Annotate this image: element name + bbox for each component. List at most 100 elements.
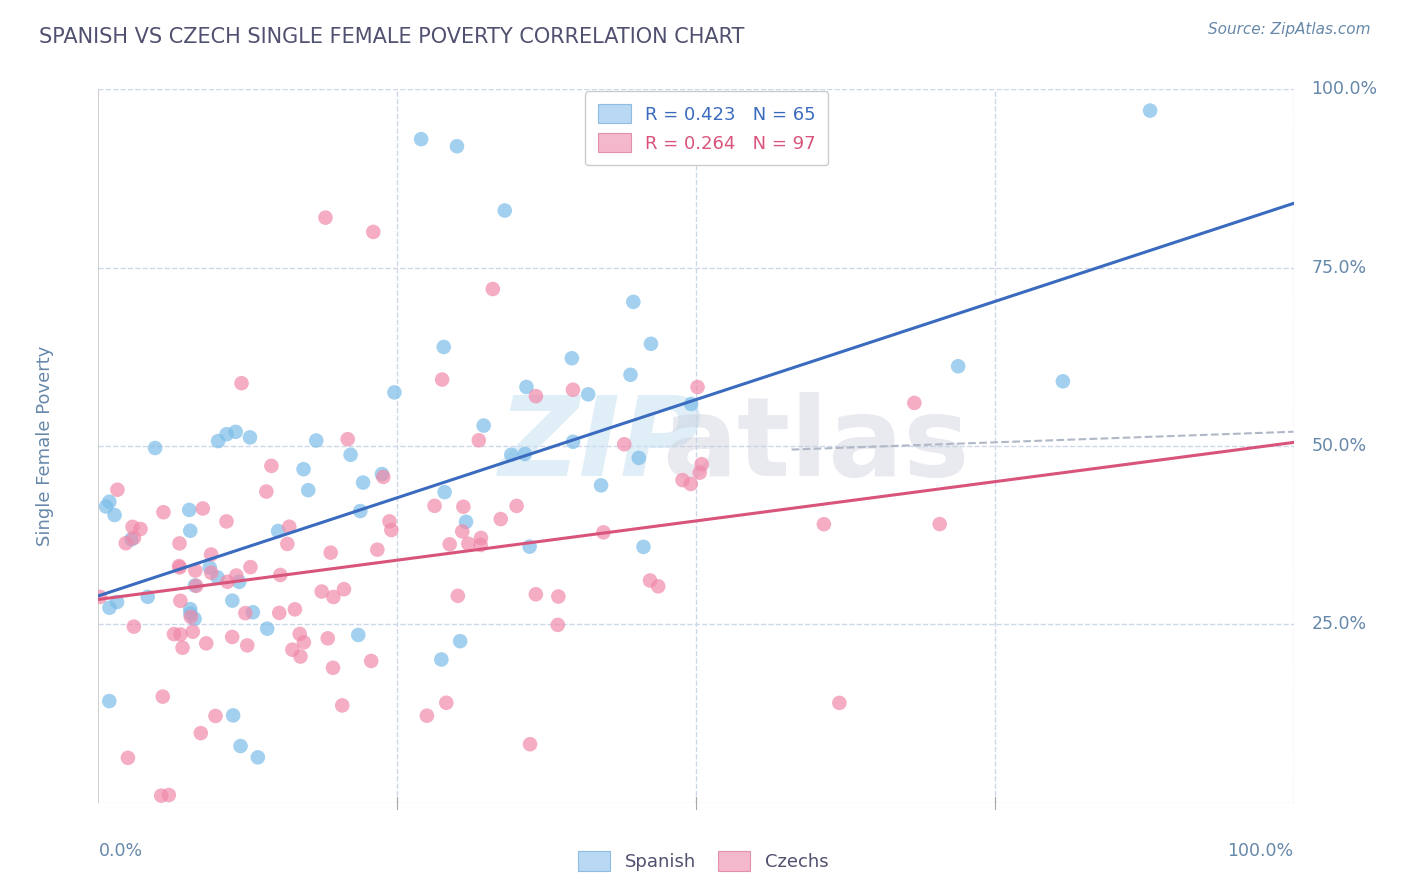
Point	[179, 524, 201, 538]
Point	[589, 478, 612, 492]
Point	[179, 602, 201, 616]
Point	[411, 132, 433, 146]
Point	[169, 627, 191, 641]
Point	[547, 590, 569, 604]
Point	[184, 578, 207, 592]
Point	[297, 483, 319, 498]
Text: SPANISH VS CZECH SINGLE FEMALE POVERTY CORRELATION CHART: SPANISH VS CZECH SINGLE FEMALE POVERTY C…	[39, 27, 745, 46]
Point	[621, 294, 644, 309]
Point	[269, 606, 291, 620]
Point	[150, 789, 173, 803]
Point	[903, 396, 925, 410]
Point	[190, 726, 212, 740]
Point	[207, 570, 229, 584]
Point	[292, 635, 315, 649]
Point	[122, 619, 145, 633]
Point	[451, 524, 474, 539]
Point	[446, 139, 468, 153]
Point	[167, 559, 190, 574]
Point	[316, 632, 339, 646]
Point	[494, 203, 516, 218]
Point	[339, 448, 361, 462]
Point	[94, 500, 117, 514]
Point	[200, 548, 222, 562]
Text: Single Female Poverty: Single Female Poverty	[35, 346, 53, 546]
Point	[384, 385, 406, 400]
Point	[191, 501, 214, 516]
Point	[172, 640, 194, 655]
Point	[89, 590, 111, 604]
Point	[433, 485, 456, 500]
Point	[416, 708, 439, 723]
Text: Source: ZipAtlas.com: Source: ZipAtlas.com	[1208, 22, 1371, 37]
Point	[519, 540, 541, 554]
Point	[946, 359, 969, 374]
Point	[157, 788, 180, 802]
Point	[246, 750, 269, 764]
Point	[352, 475, 374, 490]
Point	[184, 564, 207, 578]
Point	[322, 661, 344, 675]
Point	[98, 694, 121, 708]
Point	[561, 351, 583, 366]
Point	[627, 450, 650, 465]
Point	[305, 434, 328, 448]
Point	[513, 447, 536, 461]
Point	[449, 634, 471, 648]
Point	[360, 654, 382, 668]
Point	[292, 462, 315, 476]
Text: 50.0%: 50.0%	[1312, 437, 1367, 455]
Text: 100.0%: 100.0%	[1312, 80, 1378, 98]
Point	[236, 639, 259, 653]
Point	[233, 606, 256, 620]
Point	[505, 499, 527, 513]
Point	[169, 594, 191, 608]
Point	[671, 473, 693, 487]
Point	[547, 618, 569, 632]
Point	[288, 627, 311, 641]
Point	[198, 560, 221, 574]
Point	[98, 600, 121, 615]
Point	[239, 560, 262, 574]
Point	[423, 499, 446, 513]
Point	[470, 538, 492, 552]
Point	[681, 397, 703, 411]
Point	[163, 627, 186, 641]
Point	[267, 524, 290, 538]
Point	[221, 593, 243, 607]
Point	[120, 533, 142, 547]
Point	[690, 457, 713, 471]
Point	[179, 503, 201, 517]
Point	[225, 568, 247, 582]
Point	[129, 522, 152, 536]
Point	[689, 466, 711, 480]
Point	[633, 540, 655, 554]
Point	[228, 574, 250, 589]
Point	[592, 525, 614, 540]
Point	[180, 610, 202, 624]
Point	[686, 380, 709, 394]
Point	[315, 211, 337, 225]
Point	[363, 225, 385, 239]
Text: atlas: atlas	[662, 392, 969, 500]
Point	[152, 690, 174, 704]
Point	[647, 579, 669, 593]
Point	[221, 630, 243, 644]
Point	[207, 434, 229, 448]
Point	[284, 602, 307, 616]
Legend: R = 0.423   N = 65, R = 0.264   N = 97: R = 0.423 N = 65, R = 0.264 N = 97	[585, 91, 828, 165]
Point	[152, 505, 174, 519]
Point	[524, 389, 547, 403]
Point	[576, 387, 599, 401]
Point	[378, 514, 401, 528]
Point	[256, 622, 278, 636]
Point	[330, 698, 353, 713]
Point	[215, 427, 238, 442]
Point	[828, 696, 851, 710]
Point	[447, 589, 470, 603]
Point	[489, 512, 512, 526]
Point	[98, 495, 121, 509]
Point	[311, 584, 333, 599]
Point	[640, 336, 662, 351]
Point	[319, 546, 342, 560]
